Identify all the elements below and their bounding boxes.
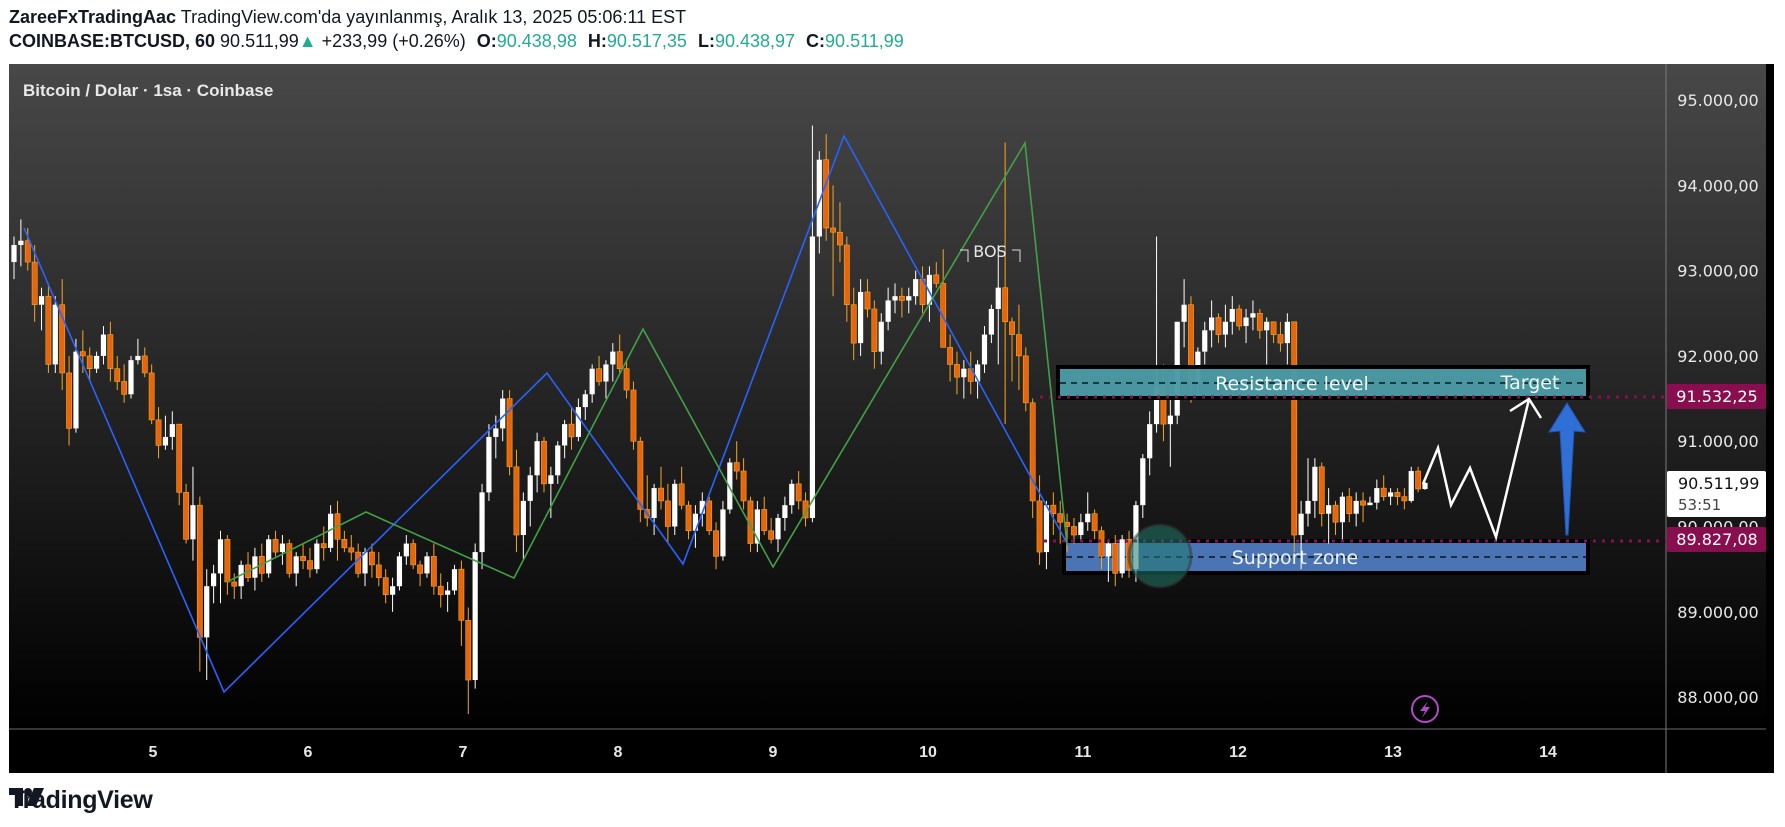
highlight-circle[interactable]	[1127, 523, 1193, 589]
time-tick-label: 11	[1075, 744, 1092, 761]
publish-info: TradingView.com'da yayınlanmış, Aralık 1…	[180, 7, 687, 27]
price-tick-label: 89.000,00	[1677, 603, 1758, 622]
time-tick-label: 9	[769, 744, 778, 761]
time-tick-label: 13	[1384, 744, 1402, 761]
bos-marker[interactable]: BOS	[960, 242, 1021, 262]
resistance-zone-label: Resistance level	[1215, 373, 1369, 395]
price-tick-label: 88.000,00	[1677, 688, 1758, 707]
last-price-label: 90.511,99 53:51	[1667, 471, 1766, 517]
symbol-header: COINBASE:BTCUSD, 60 90.511,99▲ +233,99 (…	[9, 31, 904, 52]
chart-panel[interactable]: Bitcoin / Dolar · 1sa · Coinbase 95.000,…	[9, 64, 1774, 773]
tradingview-footer: TradingView	[9, 786, 153, 815]
lightning-icon[interactable]	[1411, 695, 1439, 723]
price-tick-label: 91.000,00	[1677, 432, 1758, 451]
price-tick-label: 92.000,00	[1677, 347, 1758, 366]
bos-label: BOS	[973, 242, 1006, 261]
blue-zigzag-line[interactable]	[23, 134, 1069, 694]
time-tick-label: 6	[304, 744, 313, 761]
symbol-name: COINBASE:BTCUSD, 60	[9, 31, 216, 51]
time-tick-label: 14	[1539, 744, 1557, 761]
low-label: L:	[697, 31, 715, 51]
level-label-high: 91.532,25	[1667, 384, 1766, 409]
svg-text:91.532,25: 91.532,25	[1676, 387, 1757, 406]
close-value: 90.511,99	[825, 31, 904, 51]
candlestick-series	[11, 125, 1428, 715]
open-value: 90.438,98	[496, 31, 577, 51]
resistance-zone[interactable]: Resistance level Target	[1056, 365, 1590, 400]
time-tick-label: 12	[1229, 744, 1247, 761]
up-arrow-icon[interactable]	[1548, 402, 1586, 536]
level-label-low: 89.827,08	[1667, 527, 1766, 552]
low-value: 90.438,97	[714, 31, 796, 51]
price-tick-label: 93.000,00	[1677, 262, 1758, 281]
price-change: +233,99 (+0.26%)	[321, 31, 466, 51]
publish-header: ZareeFxTradingAac TradingView.com'da yay…	[9, 7, 686, 28]
author-name[interactable]: ZareeFxTradingAac	[9, 7, 177, 27]
support-zone-label: Support zone	[1232, 547, 1358, 569]
close-label: C:	[806, 31, 826, 51]
time-axis-labels: 5 6 7 8 9 10 11 12 13 14	[149, 744, 1557, 761]
open-label: O:	[476, 31, 497, 51]
countdown-label: 53:51	[1678, 496, 1721, 514]
time-tick-label: 10	[919, 744, 937, 761]
tradingview-logo-icon	[9, 788, 44, 806]
time-tick-label: 5	[149, 744, 158, 761]
time-axis[interactable]	[9, 729, 1774, 773]
target-label: Target	[1500, 372, 1560, 394]
price-tick-label: 94.000,00	[1677, 176, 1758, 195]
price-chart[interactable]: Bitcoin / Dolar · 1sa · Coinbase 95.000,…	[9, 64, 1774, 773]
chart-title: Bitcoin / Dolar · 1sa · Coinbase	[23, 81, 273, 100]
svg-text:90.511,99: 90.511,99	[1678, 474, 1759, 493]
high-label: H:	[587, 31, 607, 51]
up-triangle-icon: ▲	[298, 31, 317, 51]
green-zigzag-line[interactable]	[226, 140, 1068, 583]
high-value: 90.517,35	[606, 31, 687, 51]
svg-text:89.827,08: 89.827,08	[1676, 530, 1757, 549]
time-tick-label: 7	[459, 744, 468, 761]
projection-arrow[interactable]	[1421, 397, 1543, 542]
time-tick-label: 8	[614, 744, 623, 761]
last-price: 90.511,99	[220, 31, 299, 51]
price-tick-label: 95.000,00	[1677, 91, 1758, 110]
